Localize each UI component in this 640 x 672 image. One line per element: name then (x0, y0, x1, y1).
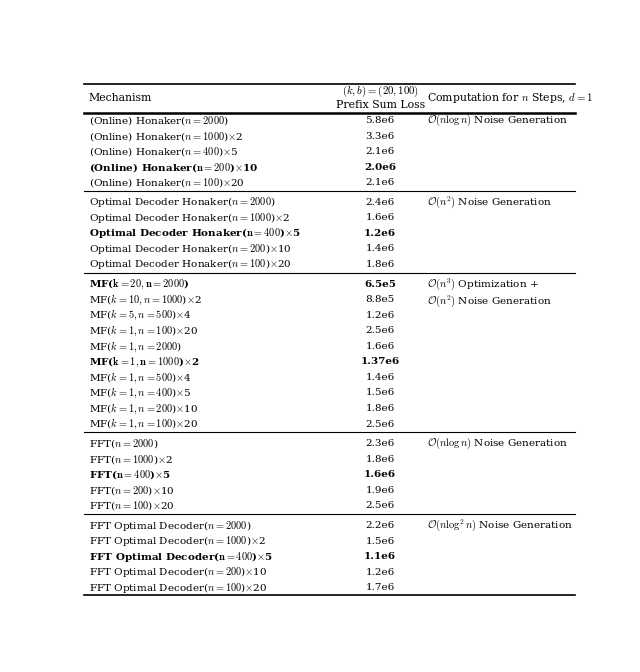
Text: $\mathcal{O}(n^2)$ Noise Generation: $\mathcal{O}(n^2)$ Noise Generation (428, 294, 552, 309)
Text: FFT Optimal Decoder($n = 2000$): FFT Optimal Decoder($n = 2000$) (89, 519, 252, 533)
Text: MF($\mathbf{k = 1, n = 1000}$)$\times$2: MF($\mathbf{k = 1, n = 1000}$)$\times$2 (89, 355, 200, 368)
Text: 8.8e5: 8.8e5 (365, 295, 395, 304)
Text: 1.5e6: 1.5e6 (365, 537, 395, 546)
Text: $\mathcal{O}(n \log^2 n)$ Noise Generation: $\mathcal{O}(n \log^2 n)$ Noise Generati… (428, 517, 573, 534)
Text: 1.2e6: 1.2e6 (365, 310, 395, 320)
Text: FFT($n = 100$)$\times$20: FFT($n = 100$)$\times$20 (89, 499, 175, 512)
Text: MF($k = 1, n = 200$)$\times$10: MF($k = 1, n = 200$)$\times$10 (89, 401, 198, 416)
Text: MF($\mathbf{k = 20, n = 2000}$): MF($\mathbf{k = 20, n = 2000}$) (89, 278, 189, 291)
Text: (Online) Honaker($n = 2000$): (Online) Honaker($n = 2000$) (89, 114, 228, 127)
Text: (Online) Honaker($n = 400$)$\times$5: (Online) Honaker($n = 400$)$\times$5 (89, 145, 238, 158)
Text: 2.1e6: 2.1e6 (365, 178, 395, 187)
Text: 1.8e6: 1.8e6 (365, 404, 395, 413)
Text: 1.8e6: 1.8e6 (365, 455, 395, 464)
Text: 2.5e6: 2.5e6 (365, 419, 395, 429)
Text: $(k, b) = (20, 100)$: $(k, b) = (20, 100)$ (342, 84, 419, 99)
Text: Mechanism: Mechanism (89, 93, 152, 103)
Text: $\mathcal{O}(n \log n)$ Noise Generation: $\mathcal{O}(n \log n)$ Noise Generation (428, 436, 568, 452)
Text: MF($k = 10, n = 1000$)$\times$2: MF($k = 10, n = 1000$)$\times$2 (89, 292, 202, 307)
Text: Optimal Decoder Honaker($n = 1000$)$\times$2: Optimal Decoder Honaker($n = 1000$)$\tim… (89, 211, 290, 225)
Text: 5.8e6: 5.8e6 (365, 116, 395, 125)
Text: 1.2e6: 1.2e6 (364, 229, 396, 238)
Text: MF($k = 1, n = 100$)$\times$20: MF($k = 1, n = 100$)$\times$20 (89, 417, 198, 431)
Text: 1.5e6: 1.5e6 (365, 388, 395, 397)
Text: 1.1e6: 1.1e6 (364, 552, 396, 561)
Text: 1.4e6: 1.4e6 (365, 245, 395, 253)
Text: 2.4e6: 2.4e6 (365, 198, 395, 207)
Text: FFT Optimal Decoder($n = 1000$)$\times$2: FFT Optimal Decoder($n = 1000$)$\times$2 (89, 534, 266, 548)
Text: $\mathcal{O}(n^2)$ Noise Generation: $\mathcal{O}(n^2)$ Noise Generation (428, 194, 552, 210)
Text: MF($k = 1, n = 400$)$\times$5: MF($k = 1, n = 400$)$\times$5 (89, 386, 191, 400)
Text: 2.1e6: 2.1e6 (365, 147, 395, 156)
Text: $\mathcal{O}(n^3)$ Optimization +: $\mathcal{O}(n^3)$ Optimization + (428, 276, 539, 292)
Text: Computation for $n$ Steps, $d = 1$: Computation for $n$ Steps, $d = 1$ (428, 91, 593, 106)
Text: (Online) Honaker($n = 1000$)$\times$2: (Online) Honaker($n = 1000$)$\times$2 (89, 130, 243, 142)
Text: 1.2e6: 1.2e6 (365, 568, 395, 577)
Text: MF($k = 1, n = 2000$): MF($k = 1, n = 2000$) (89, 339, 182, 353)
Text: FFT Optimal Decoder($n = 100$)$\times$20: FFT Optimal Decoder($n = 100$)$\times$20 (89, 581, 268, 595)
Text: 1.9e6: 1.9e6 (365, 486, 395, 495)
Text: FFT($\mathbf{n = 400}$)$\times$5: FFT($\mathbf{n = 400}$)$\times$5 (89, 468, 171, 481)
Text: FFT($n = 2000$): FFT($n = 2000$) (89, 437, 159, 450)
Text: MF($k = 1, n = 100$)$\times$20: MF($k = 1, n = 100$)$\times$20 (89, 324, 198, 338)
Text: 2.3e6: 2.3e6 (365, 439, 395, 448)
Text: FFT Optimal Decoder($\mathbf{n = 400}$)$\times$5: FFT Optimal Decoder($\mathbf{n = 400}$)$… (89, 550, 273, 564)
Text: 3.3e6: 3.3e6 (365, 132, 395, 140)
Text: 6.5e5: 6.5e5 (364, 280, 396, 289)
Text: (Online) Honaker($n = 100$)$\times$20: (Online) Honaker($n = 100$)$\times$20 (89, 176, 245, 189)
Text: Optimal Decoder Honaker($n = 2000$): Optimal Decoder Honaker($n = 2000$) (89, 196, 276, 210)
Text: MF($k = 1, n = 500$)$\times$4: MF($k = 1, n = 500$)$\times$4 (89, 370, 192, 384)
Text: FFT($n = 200$)$\times$10: FFT($n = 200$)$\times$10 (89, 484, 175, 497)
Text: Prefix Sum Loss: Prefix Sum Loss (335, 100, 425, 110)
Text: 1.6e6: 1.6e6 (365, 342, 395, 351)
Text: 2.5e6: 2.5e6 (365, 501, 395, 510)
Text: MF($k = 5, n = 500$)$\times$4: MF($k = 5, n = 500$)$\times$4 (89, 308, 192, 323)
Text: 2.0e6: 2.0e6 (364, 163, 396, 171)
Text: Optimal Decoder Honaker($n = 100$)$\times$20: Optimal Decoder Honaker($n = 100$)$\time… (89, 257, 292, 271)
Text: 1.37e6: 1.37e6 (360, 358, 400, 366)
Text: FFT Optimal Decoder($n = 200$)$\times$10: FFT Optimal Decoder($n = 200$)$\times$10 (89, 565, 268, 579)
Text: 1.6e6: 1.6e6 (365, 214, 395, 222)
Text: 2.2e6: 2.2e6 (365, 521, 395, 530)
Text: Optimal Decoder Honaker($\mathbf{n = 400}$)$\times$5: Optimal Decoder Honaker($\mathbf{n = 400… (89, 226, 301, 241)
Text: 1.7e6: 1.7e6 (365, 583, 395, 592)
Text: (Online) Honaker($\mathbf{n = 200}$)$\times$10: (Online) Honaker($\mathbf{n = 200}$)$\ti… (89, 161, 259, 173)
Text: $\mathcal{O}(n \log n)$ Noise Generation: $\mathcal{O}(n \log n)$ Noise Generation (428, 113, 568, 128)
Text: 2.5e6: 2.5e6 (365, 327, 395, 335)
Text: Optimal Decoder Honaker($n = 200$)$\times$10: Optimal Decoder Honaker($n = 200$)$\time… (89, 242, 292, 256)
Text: 1.4e6: 1.4e6 (365, 373, 395, 382)
Text: FFT($n = 1000$)$\times$2: FFT($n = 1000$)$\times$2 (89, 453, 173, 466)
Text: 1.6e6: 1.6e6 (364, 470, 396, 479)
Text: 1.8e6: 1.8e6 (365, 260, 395, 269)
